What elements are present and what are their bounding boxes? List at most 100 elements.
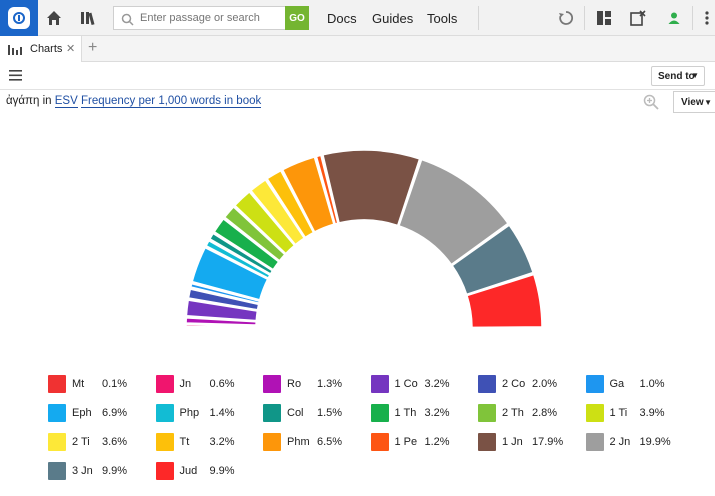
slice-jn[interactable] bbox=[185, 324, 257, 328]
legend-swatch bbox=[585, 375, 604, 393]
legend-swatch bbox=[263, 433, 281, 451]
legend-item[interactable]: 2 Ti 3.6% bbox=[48, 433, 158, 453]
home-button[interactable] bbox=[38, 0, 70, 36]
bar-chart-icon bbox=[8, 45, 22, 55]
legend-item[interactable]: 3 Jn 9.9% bbox=[48, 462, 158, 482]
legend-swatch bbox=[585, 433, 604, 451]
legend-label: Col bbox=[287, 407, 304, 419]
account-button[interactable] bbox=[658, 0, 690, 36]
search-icon bbox=[118, 10, 136, 28]
legend-label: Ro bbox=[287, 378, 302, 390]
slice-col[interactable] bbox=[209, 232, 274, 275]
slice-1-th[interactable] bbox=[213, 218, 280, 271]
metric-link[interactable]: Frequency per 1,000 words in book bbox=[80, 95, 262, 108]
legend-value: 1.0% bbox=[639, 378, 665, 390]
tab-close-icon[interactable]: ✕ bbox=[66, 43, 76, 55]
legend-label: 2 Ti bbox=[72, 436, 90, 448]
slice-eph[interactable] bbox=[191, 246, 269, 301]
slice-1-co[interactable] bbox=[185, 299, 259, 322]
more-menu-button[interactable] bbox=[698, 0, 715, 36]
legend-item[interactable]: Ro 1.3% bbox=[263, 375, 373, 395]
legend-value: 2.0% bbox=[532, 378, 558, 390]
nav-docs[interactable]: Docs bbox=[327, 11, 357, 26]
legend-item[interactable]: Php 1.4% bbox=[155, 404, 266, 424]
legend-item[interactable]: 1 Pe 1.2% bbox=[370, 433, 481, 453]
query-description: ἀγάπη in ESV Frequency per 1,000 words i… bbox=[6, 95, 262, 108]
slice-ga[interactable] bbox=[190, 282, 261, 304]
slice-jud[interactable] bbox=[466, 273, 543, 329]
legend-value: 6.5% bbox=[317, 436, 343, 448]
app-logo[interactable] bbox=[0, 0, 38, 36]
slice-phm[interactable] bbox=[281, 156, 335, 233]
legend-item[interactable]: Ga 1.0% bbox=[585, 375, 696, 395]
legend-item[interactable]: Mt 0.1% bbox=[48, 375, 158, 395]
zoom-in-icon[interactable] bbox=[643, 94, 659, 110]
add-tab-button[interactable]: + bbox=[88, 39, 98, 56]
legend-value: 6.9% bbox=[102, 407, 128, 419]
layout-icon bbox=[597, 11, 611, 25]
slice-1-ti[interactable] bbox=[234, 191, 296, 255]
legend-item[interactable]: Col 1.5% bbox=[263, 404, 373, 424]
legend-value: 3.2% bbox=[209, 436, 235, 448]
legend-label: Mt bbox=[72, 378, 85, 390]
legend-item[interactable]: Phm 6.5% bbox=[263, 433, 373, 453]
legend-value: 1.2% bbox=[424, 436, 450, 448]
tab-bar: Charts ✕ + bbox=[0, 36, 715, 62]
semi-donut-chart bbox=[185, 149, 543, 329]
slice-3-jn[interactable] bbox=[451, 224, 534, 296]
legend-label: 3 Jn bbox=[72, 465, 93, 477]
legend-item[interactable]: 1 Th 3.2% bbox=[370, 404, 481, 424]
legend-item[interactable]: Tt 3.2% bbox=[155, 433, 266, 453]
tab-label: Charts bbox=[30, 43, 63, 55]
legend-swatch bbox=[155, 375, 174, 393]
divider bbox=[692, 6, 693, 30]
legend-item[interactable]: 2 Jn 19.9% bbox=[585, 433, 696, 453]
slice-php[interactable] bbox=[205, 239, 271, 279]
nav-guides[interactable]: Guides bbox=[372, 11, 414, 26]
go-button[interactable]: GO bbox=[285, 6, 309, 30]
sync-button[interactable] bbox=[550, 0, 582, 36]
legend-swatch bbox=[155, 433, 174, 451]
panel-button[interactable] bbox=[622, 0, 654, 36]
legend-value: 1.4% bbox=[209, 407, 235, 419]
legend-value: 3.9% bbox=[639, 407, 665, 419]
legend-swatch bbox=[478, 375, 496, 393]
legend-label: Jud bbox=[179, 465, 198, 477]
version-link[interactable]: ESV bbox=[54, 95, 78, 108]
legend-label: 1 Pe bbox=[394, 436, 418, 448]
slice-tt[interactable] bbox=[266, 169, 315, 239]
library-button[interactable] bbox=[72, 0, 104, 36]
nav-tools[interactable]: Tools bbox=[427, 11, 458, 26]
slice-1-jn[interactable] bbox=[322, 149, 421, 227]
send-to-button[interactable]: Send to ▼ bbox=[651, 66, 705, 86]
slice-2-ti[interactable] bbox=[250, 179, 305, 246]
legend-item[interactable]: Eph 6.9% bbox=[48, 404, 158, 424]
search-input[interactable] bbox=[140, 9, 280, 27]
user-icon bbox=[668, 12, 680, 24]
legend-item[interactable]: Jud 9.9% bbox=[155, 462, 266, 482]
legend-item[interactable]: 1 Co 3.2% bbox=[370, 375, 481, 395]
tab-charts[interactable]: Charts ✕ bbox=[0, 36, 82, 62]
query-in: in bbox=[42, 95, 52, 107]
slice-2-th[interactable] bbox=[223, 206, 286, 262]
legend-label: Php bbox=[179, 407, 200, 419]
legend-item[interactable]: 1 Ti 3.9% bbox=[585, 404, 696, 424]
slice-1-pe[interactable] bbox=[315, 154, 339, 225]
slice-ro[interactable] bbox=[185, 317, 257, 326]
legend-item[interactable]: 2 Th 2.8% bbox=[478, 404, 588, 424]
legend-item[interactable]: 2 Co 2.0% bbox=[478, 375, 588, 395]
chart-area bbox=[0, 114, 715, 360]
legend-value: 3.2% bbox=[424, 407, 450, 419]
legend-label: 1 Co bbox=[394, 378, 418, 390]
hamburger-menu-icon[interactable] bbox=[9, 70, 22, 81]
divider bbox=[584, 6, 585, 30]
legend-swatch bbox=[48, 433, 66, 451]
layout-button[interactable] bbox=[588, 0, 620, 36]
slice-2-co[interactable] bbox=[187, 288, 260, 311]
library-icon bbox=[81, 12, 95, 26]
legend-item[interactable]: Jn 0.6% bbox=[155, 375, 266, 395]
legend-item[interactable]: 1 Jn 17.9% bbox=[478, 433, 588, 453]
caret-down-icon: ▼ bbox=[691, 71, 699, 80]
slice-2-jn[interactable] bbox=[398, 158, 509, 266]
view-button[interactable]: View ▼ bbox=[673, 91, 715, 113]
